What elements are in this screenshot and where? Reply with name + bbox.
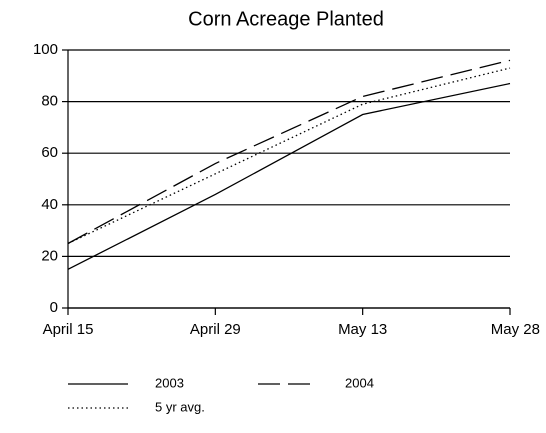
- legend-label: 5 yr avg.: [155, 399, 205, 414]
- y-tick-label: 20: [41, 247, 58, 264]
- y-tick-label: 80: [41, 93, 58, 110]
- y-tick-label: 0: [50, 299, 58, 316]
- series-line: [67, 67, 511, 245]
- y-tick-label: 40: [41, 196, 58, 213]
- series-line: [67, 82, 511, 270]
- x-tick-label: May 28: [491, 321, 540, 338]
- legend-label: 2003: [155, 375, 184, 390]
- legend-label: 2004: [345, 375, 374, 390]
- x-tick-label: April 15: [43, 321, 94, 338]
- y-tick-label: 60: [41, 144, 58, 161]
- x-tick-label: May 13: [338, 321, 387, 338]
- chart-title: Corn Acreage Planted: [188, 8, 384, 30]
- x-tick-label: April 29: [190, 321, 241, 338]
- series-line: [67, 59, 511, 245]
- y-tick-label: 100: [33, 41, 58, 58]
